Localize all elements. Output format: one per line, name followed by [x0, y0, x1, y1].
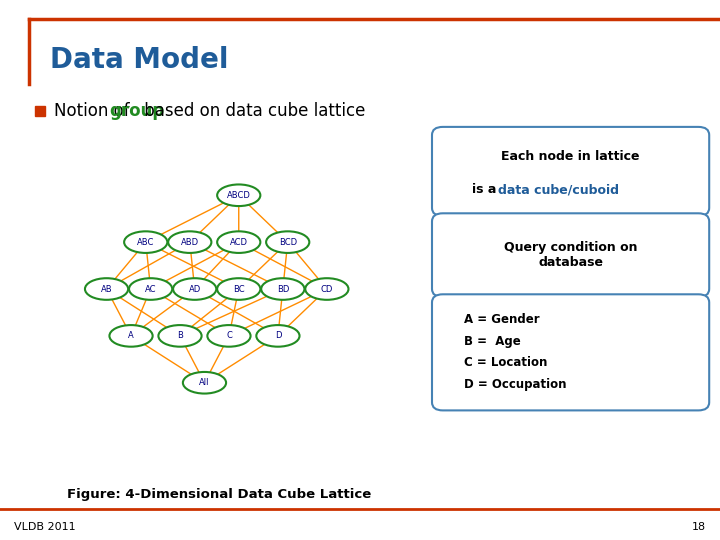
Text: ABD: ABD	[181, 238, 199, 247]
Text: Data Model: Data Model	[50, 46, 229, 74]
Ellipse shape	[109, 325, 153, 347]
Ellipse shape	[129, 278, 172, 300]
Text: CD: CD	[320, 285, 333, 294]
FancyBboxPatch shape	[432, 213, 709, 297]
Text: Figure: 4-Dimensional Data Cube Lattice: Figure: 4-Dimensional Data Cube Lattice	[68, 488, 372, 501]
Ellipse shape	[217, 185, 261, 206]
Text: Query condition on
database: Query condition on database	[504, 241, 637, 269]
Text: 18: 18	[691, 522, 706, 531]
Ellipse shape	[207, 325, 251, 347]
Text: BD: BD	[276, 285, 289, 294]
Ellipse shape	[124, 231, 167, 253]
Ellipse shape	[256, 325, 300, 347]
Ellipse shape	[305, 278, 348, 300]
Text: B =  Age: B = Age	[464, 335, 521, 348]
Text: All: All	[199, 378, 210, 387]
Text: BC: BC	[233, 285, 245, 294]
Ellipse shape	[217, 231, 261, 253]
Text: based on data cube lattice: based on data cube lattice	[139, 102, 365, 120]
Text: ACD: ACD	[230, 238, 248, 247]
Text: AD: AD	[189, 285, 201, 294]
Text: C = Location: C = Location	[464, 356, 548, 369]
Text: VLDB 2011: VLDB 2011	[14, 522, 76, 531]
Text: ABC: ABC	[137, 238, 154, 247]
Text: is a: is a	[472, 183, 500, 196]
Text: A: A	[128, 332, 134, 340]
FancyBboxPatch shape	[432, 294, 709, 410]
Ellipse shape	[183, 372, 226, 394]
Ellipse shape	[261, 278, 305, 300]
Ellipse shape	[158, 325, 202, 347]
Ellipse shape	[217, 278, 261, 300]
Text: group: group	[109, 102, 165, 120]
Text: AB: AB	[101, 285, 112, 294]
Text: BCD: BCD	[279, 238, 297, 247]
Text: D = Occupation: D = Occupation	[464, 378, 567, 391]
Text: ABCD: ABCD	[227, 191, 251, 200]
Ellipse shape	[173, 278, 216, 300]
Text: AC: AC	[145, 285, 156, 294]
Ellipse shape	[168, 231, 212, 253]
Text: B: B	[177, 332, 183, 340]
Ellipse shape	[85, 278, 128, 300]
Ellipse shape	[266, 231, 310, 253]
Text: C: C	[226, 332, 232, 340]
Text: A = Gender: A = Gender	[464, 313, 540, 326]
Text: Notion of: Notion of	[54, 102, 135, 120]
Text: Each node in lattice: Each node in lattice	[501, 150, 640, 164]
FancyBboxPatch shape	[432, 127, 709, 216]
Text: D: D	[274, 332, 282, 340]
Text: data cube/cuboid: data cube/cuboid	[498, 183, 619, 196]
